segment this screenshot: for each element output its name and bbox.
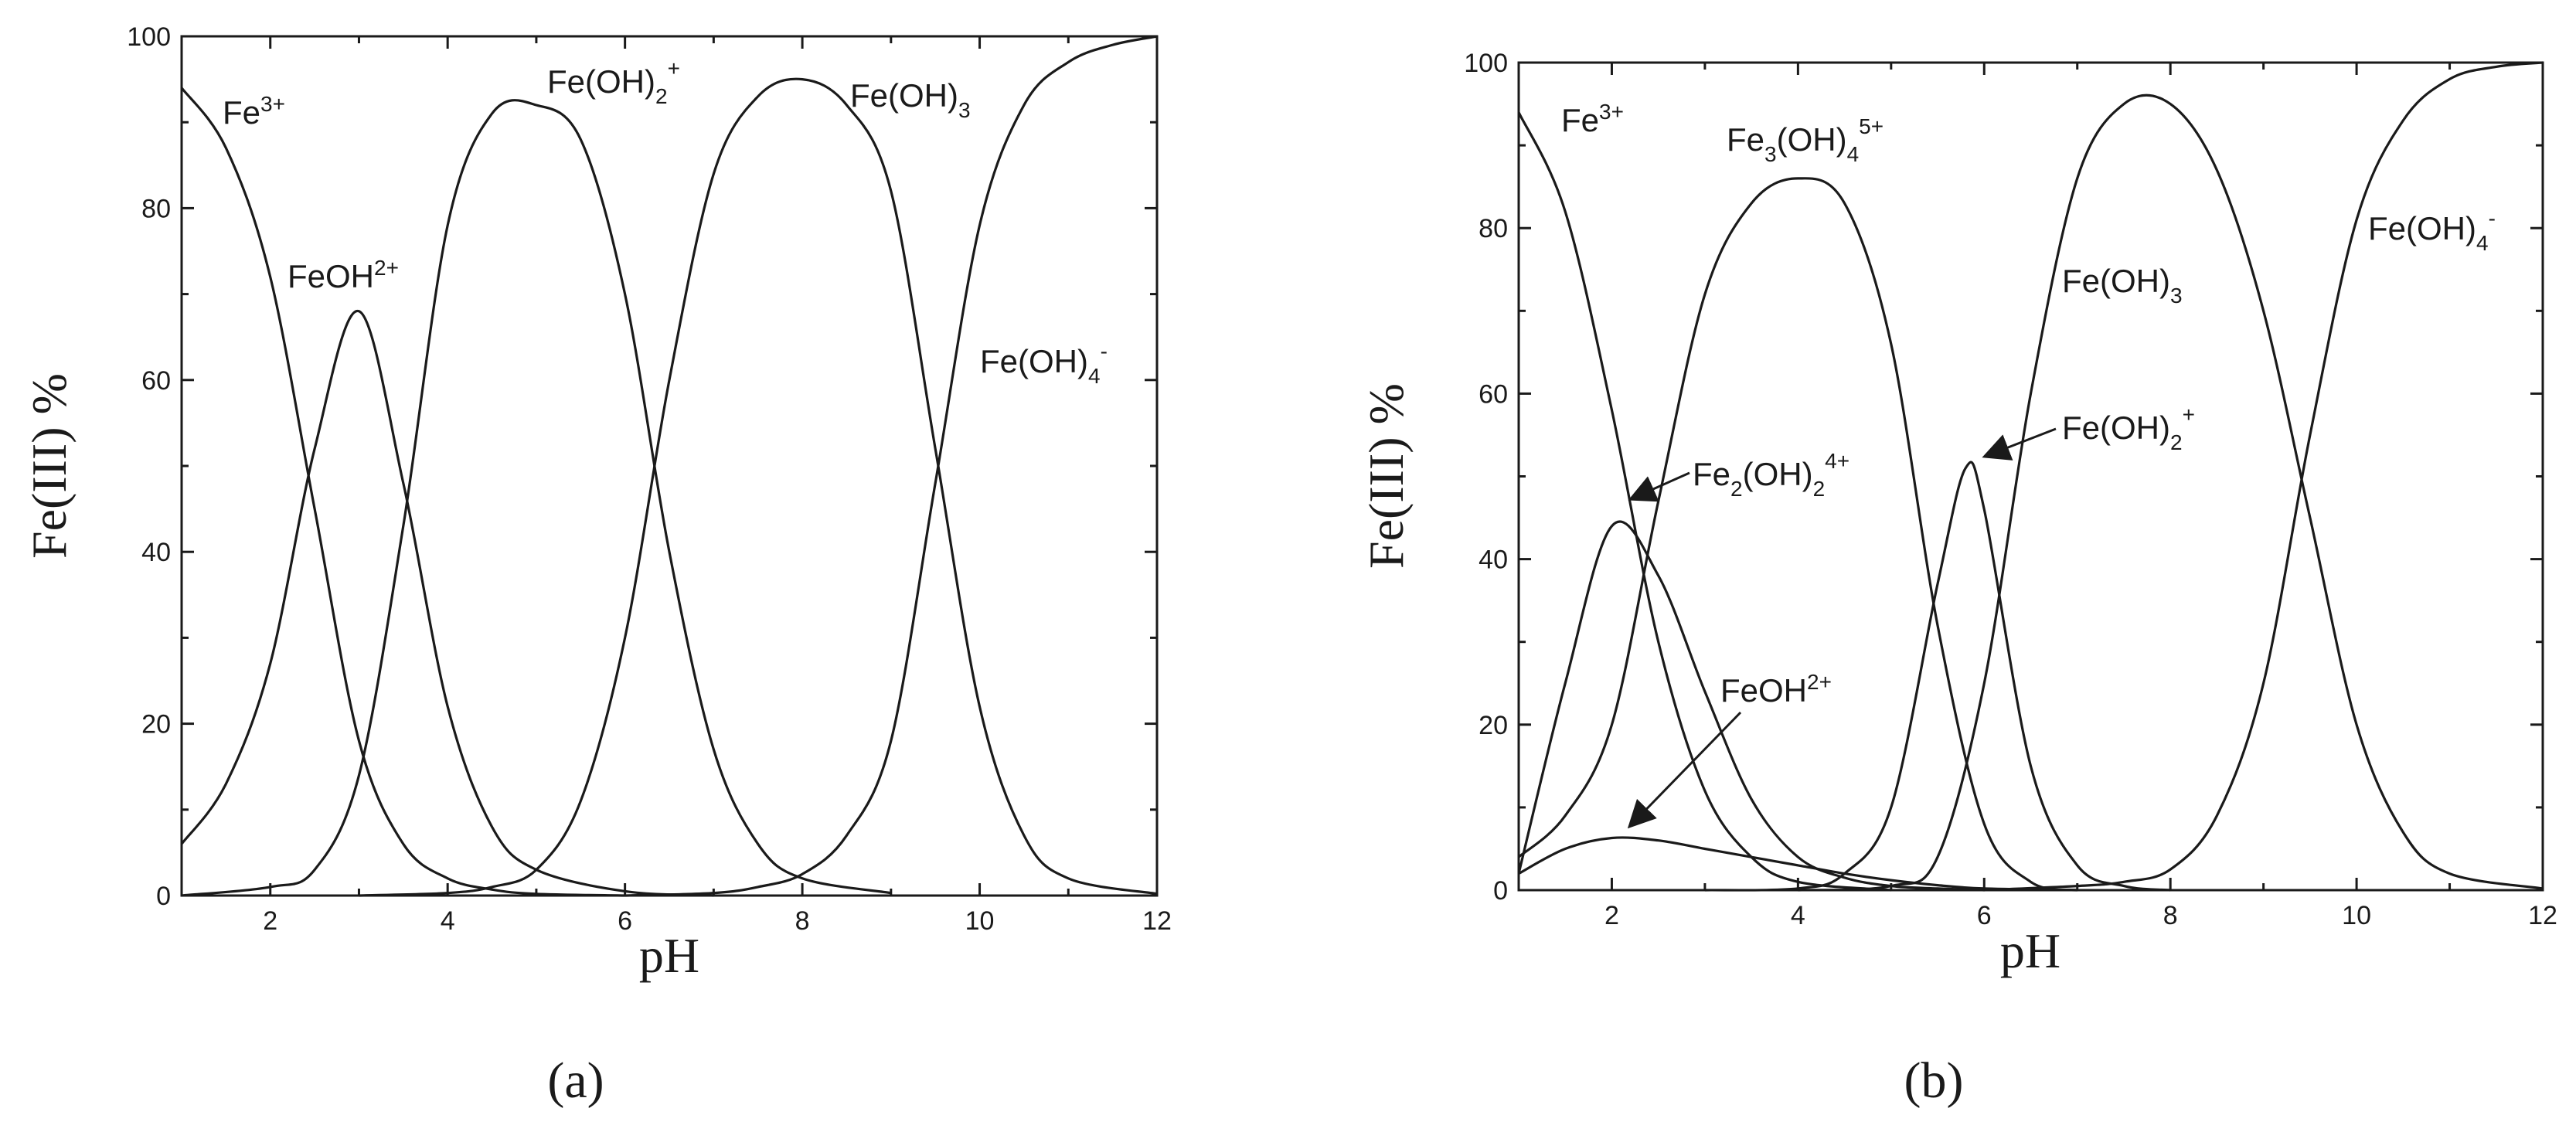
xtick-label: 8 (795, 906, 810, 936)
arrow-fe2oh2 (1628, 471, 1690, 502)
series-line-a-2 (181, 99, 892, 897)
series-line-b-4 (1704, 461, 2171, 892)
panel-label-a: (a) (547, 1052, 604, 1109)
chart-a: 2 4 6 8 10 12 0 20 40 60 80 100 pH Fe(III) % Fe3+ F… (22, 22, 1172, 1109)
series-line-a-0 (180, 87, 625, 897)
chart-b-xlabel: pH (2000, 923, 2060, 978)
label-b-feoh3: Fe(OH)3 (2062, 263, 2183, 308)
label-a-feoh2plus: Fe(OH)2+ (547, 56, 680, 108)
label-b-feoh2: FeOH2+ (1720, 670, 1832, 709)
label-b-fe2oh2: Fe2(OH)24+ (1693, 449, 1849, 501)
ytick-label: 100 (127, 22, 171, 52)
series-line-b-0 (1517, 111, 1891, 892)
xtick-label: 10 (2342, 901, 2371, 930)
ytick-label: 80 (141, 194, 171, 223)
ytick-label: 20 (1479, 711, 1508, 740)
series-line-b-6 (1984, 61, 2544, 892)
xtick-label: 12 (1142, 906, 1172, 936)
chart-b-curves (1517, 61, 2544, 892)
xtick-label: 6 (618, 906, 632, 936)
chart-b: 2 4 6 8 10 12 0 20 40 60 80 100 pH Fe(III) % Fe3+ F… (1359, 49, 2557, 1109)
series-line-b-1 (1517, 520, 1985, 892)
series-line-b-2 (1518, 836, 2077, 892)
label-a-feoh4: Fe(OH)4- (980, 339, 1108, 388)
xtick-label: 10 (965, 906, 995, 936)
ytick-label: 40 (1479, 546, 1508, 575)
ytick-label: 40 (141, 538, 171, 567)
series-line-a-4 (624, 35, 1158, 897)
xtick-label: 6 (1977, 901, 1992, 930)
label-a-feoh3: Fe(OH)3 (850, 77, 971, 122)
series-line-b-5 (1798, 93, 2544, 892)
ytick-label: 60 (1479, 379, 1508, 409)
chart-a-xlabel: pH (639, 928, 699, 983)
xtick-label: 4 (1791, 901, 1805, 930)
xtick-label: 2 (1604, 901, 1619, 930)
arrow-feoh2 (1627, 711, 1742, 829)
ytick-label: 0 (1493, 876, 1508, 906)
chart-a-frame (180, 35, 1159, 897)
panel-label-b: (b) (1904, 1052, 1964, 1109)
label-a-fe3: Fe3+ (223, 92, 285, 131)
label-b-feoh4: Fe(OH)4- (2368, 206, 2496, 255)
arrow-feoh2plus (1982, 427, 2057, 461)
series-line-a-3 (359, 77, 1158, 897)
chart-b-ticks: 2 4 6 8 10 12 0 20 40 60 80 100 (1464, 49, 2557, 930)
ytick-label: 60 (141, 366, 171, 396)
label-b-fe3: Fe3+ (1561, 100, 1624, 138)
xtick-label: 12 (2528, 901, 2557, 930)
xtick-label: 8 (2163, 901, 2178, 930)
chart-a-curves (180, 35, 1158, 897)
xtick-label: 4 (441, 906, 455, 936)
label-b-fe3oh4: Fe3(OH)45+ (1727, 114, 1884, 166)
ytick-label: 0 (156, 882, 171, 911)
chart-b-ylabel: Fe(III) % (1359, 383, 1414, 569)
series-line-b-3 (1517, 177, 2077, 892)
xtick-label: 2 (263, 906, 277, 936)
label-a-feoh2: FeOH2+ (288, 256, 399, 294)
series-line-a-1 (180, 310, 714, 897)
ytick-label: 100 (1464, 49, 1508, 78)
ytick-label: 20 (141, 710, 171, 739)
label-b-feoh2plus: Fe(OH)2+ (2062, 403, 2195, 454)
ytick-label: 80 (1479, 214, 1508, 243)
chart-a-ylabel: Fe(III) % (22, 373, 77, 559)
chart-a-ticks: 2 4 6 8 10 12 0 20 40 60 80 100 (127, 22, 1172, 936)
